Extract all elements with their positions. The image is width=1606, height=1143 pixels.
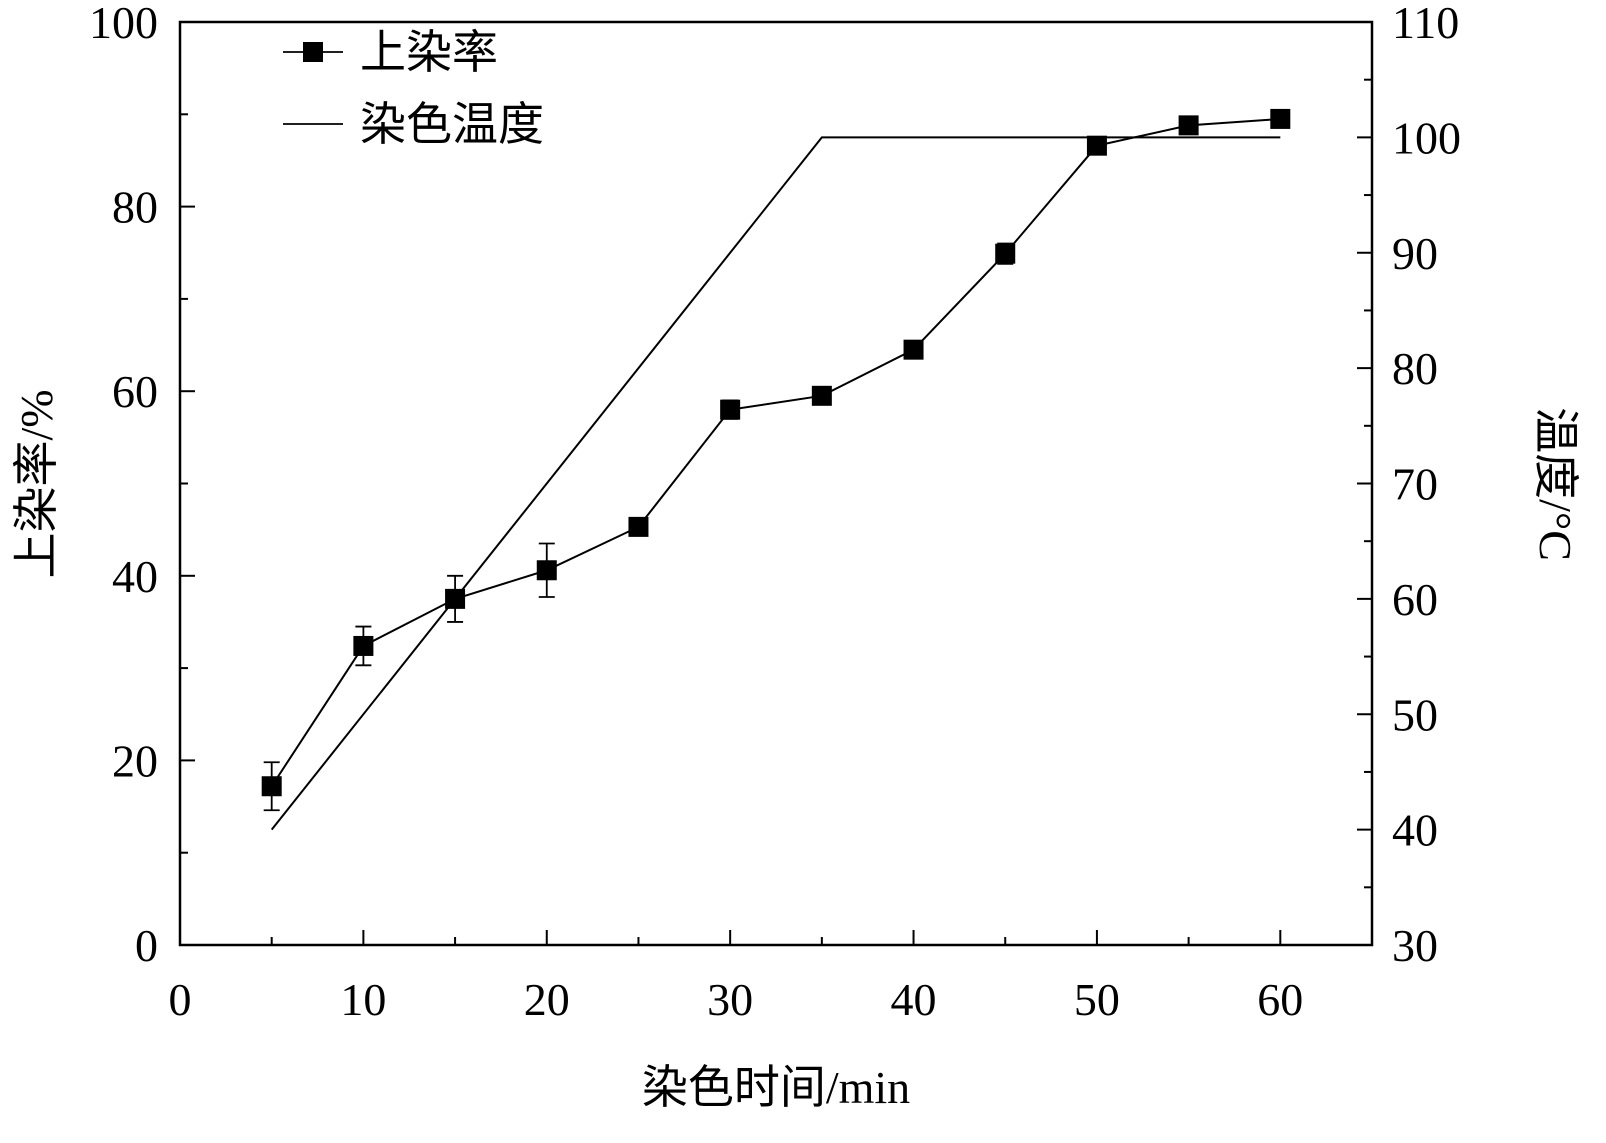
- uptake-line: [270, 117, 1281, 787]
- uptake-marker: [903, 339, 924, 360]
- uptake-marker: [720, 399, 741, 420]
- y-tick-label: 20: [112, 735, 158, 786]
- temperature-line: [270, 136, 1281, 831]
- x-axis-label: 染色时间/min: [642, 1062, 910, 1113]
- y-tick-label: 40: [112, 551, 158, 602]
- y2-tick-label: 50: [1392, 689, 1438, 740]
- uptake-marker: [628, 516, 649, 537]
- uptake-marker: [1270, 108, 1291, 129]
- x-tick-label: 30: [707, 974, 753, 1025]
- uptake-marker: [353, 635, 374, 656]
- x-tick-label: 20: [524, 974, 570, 1025]
- uptake-marker: [261, 776, 282, 797]
- x-tick-label: 10: [340, 974, 386, 1025]
- legend-uptake-label: 上染率: [360, 27, 498, 78]
- plot-frame: [178, 20, 1374, 947]
- uptake-marker: [995, 243, 1016, 264]
- x-tick-label: 40: [891, 974, 937, 1025]
- y2-tick-label: 110: [1392, 0, 1459, 48]
- axis-ticks: 0 10 20 30 40 50 60 0 20 40 60 80 100 30 40 50 60 70 80 90 1…: [89, 0, 1461, 1025]
- uptake-marker: [1086, 135, 1107, 156]
- legend-item-uptake: 上染率: [283, 27, 498, 78]
- y2-tick-label: 100: [1392, 112, 1461, 163]
- x-tick-label: 0: [169, 974, 192, 1025]
- legend-item-temperature: 染色温度: [283, 99, 544, 150]
- y-axis-label: 上染率/%: [11, 389, 62, 578]
- uptake-marker: [811, 385, 832, 406]
- y-tick-label: 0: [135, 920, 158, 971]
- x-tick-label: 50: [1074, 974, 1120, 1025]
- legend-temperature-label: 染色温度: [360, 99, 544, 150]
- y2-tick-label: 80: [1392, 343, 1438, 394]
- y2-tick-label: 90: [1392, 228, 1438, 279]
- uptake-marker: [445, 588, 466, 609]
- legend-uptake-marker: [303, 42, 323, 62]
- series-layer: [261, 108, 1291, 831]
- y2-tick-label: 70: [1392, 459, 1438, 510]
- y2-axis-label: 温度/°C: [1530, 407, 1581, 561]
- x-tick-label: 60: [1257, 974, 1303, 1025]
- y2-tick-label: 40: [1392, 805, 1438, 856]
- y-tick-label: 100: [89, 0, 158, 48]
- y-tick-label: 80: [112, 182, 158, 233]
- y-tick-label: 60: [112, 366, 158, 417]
- legend: 上染率 染色温度: [283, 27, 544, 150]
- y2-tick-label: 60: [1392, 574, 1438, 625]
- uptake-marker: [536, 560, 557, 581]
- y2-tick-label: 30: [1392, 920, 1438, 971]
- uptake-marker: [1178, 115, 1199, 136]
